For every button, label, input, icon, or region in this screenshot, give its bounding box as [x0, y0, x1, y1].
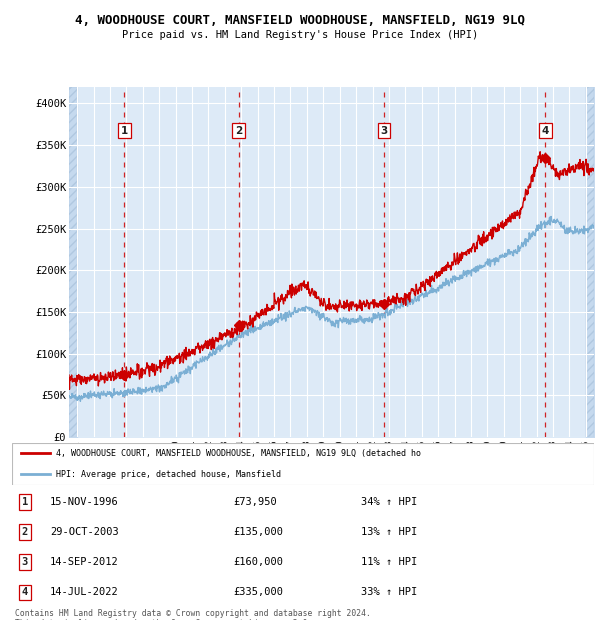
- Text: 1: 1: [22, 497, 28, 507]
- Text: 34% ↑ HPI: 34% ↑ HPI: [361, 497, 418, 507]
- Text: £335,000: £335,000: [233, 588, 283, 598]
- Text: £135,000: £135,000: [233, 527, 283, 537]
- Text: £160,000: £160,000: [233, 557, 283, 567]
- Text: 1: 1: [121, 126, 128, 136]
- Text: 14-JUL-2022: 14-JUL-2022: [50, 588, 119, 598]
- Text: Price paid vs. HM Land Registry's House Price Index (HPI): Price paid vs. HM Land Registry's House …: [122, 30, 478, 40]
- Text: £73,950: £73,950: [233, 497, 277, 507]
- Text: 13% ↑ HPI: 13% ↑ HPI: [361, 527, 418, 537]
- Text: 14-SEP-2012: 14-SEP-2012: [50, 557, 119, 567]
- Text: 29-OCT-2003: 29-OCT-2003: [50, 527, 119, 537]
- Text: 3: 3: [380, 126, 388, 136]
- Text: 4: 4: [542, 126, 549, 136]
- Text: 2: 2: [22, 527, 28, 537]
- Text: 4, WOODHOUSE COURT, MANSFIELD WOODHOUSE, MANSFIELD, NG19 9LQ: 4, WOODHOUSE COURT, MANSFIELD WOODHOUSE,…: [75, 14, 525, 27]
- Text: 4: 4: [22, 588, 28, 598]
- Text: 3: 3: [22, 557, 28, 567]
- Text: 2: 2: [235, 126, 242, 136]
- Text: Contains HM Land Registry data © Crown copyright and database right 2024.
This d: Contains HM Land Registry data © Crown c…: [15, 609, 371, 620]
- Text: HPI: Average price, detached house, Mansfield: HPI: Average price, detached house, Mans…: [56, 470, 281, 479]
- Text: 33% ↑ HPI: 33% ↑ HPI: [361, 588, 418, 598]
- Text: 11% ↑ HPI: 11% ↑ HPI: [361, 557, 418, 567]
- Text: 4, WOODHOUSE COURT, MANSFIELD WOODHOUSE, MANSFIELD, NG19 9LQ (detached ho: 4, WOODHOUSE COURT, MANSFIELD WOODHOUSE,…: [56, 449, 421, 458]
- FancyBboxPatch shape: [12, 443, 594, 485]
- Text: 15-NOV-1996: 15-NOV-1996: [50, 497, 119, 507]
